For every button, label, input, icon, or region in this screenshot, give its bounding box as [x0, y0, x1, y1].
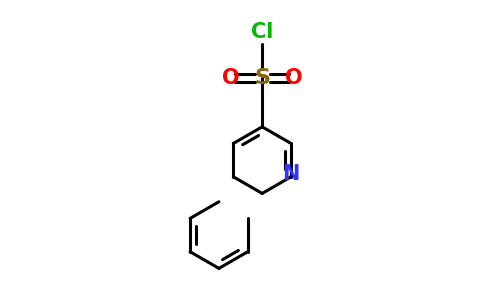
Text: Cl: Cl — [251, 22, 273, 42]
Text: O: O — [222, 68, 239, 88]
Text: O: O — [285, 68, 302, 88]
Text: S: S — [254, 68, 270, 88]
Text: N: N — [282, 164, 300, 184]
